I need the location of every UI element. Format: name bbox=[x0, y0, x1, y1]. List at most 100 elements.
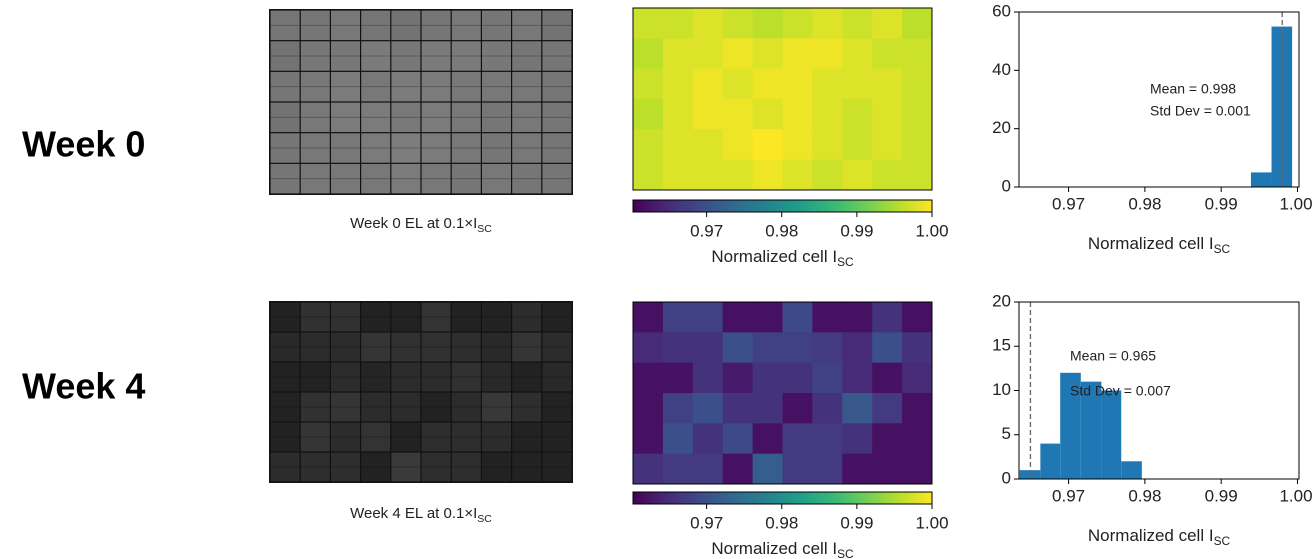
el-cell bbox=[270, 41, 300, 71]
el-cell bbox=[482, 163, 511, 194]
el-cell bbox=[512, 302, 542, 332]
el-cell bbox=[331, 362, 360, 392]
el-cell bbox=[451, 102, 481, 133]
heatmap-cell bbox=[633, 129, 664, 161]
el-cell bbox=[421, 422, 451, 452]
el-cell bbox=[391, 102, 421, 133]
heatmap-cell bbox=[633, 38, 664, 70]
heatmap-cell bbox=[782, 332, 813, 364]
heatmap-cell bbox=[902, 68, 933, 100]
heatmap-cell bbox=[782, 68, 813, 100]
el-caption-sub: SC bbox=[477, 513, 492, 525]
el-cell bbox=[391, 71, 421, 102]
el-cell bbox=[451, 163, 481, 194]
el-cell bbox=[300, 302, 330, 332]
el-cell bbox=[300, 422, 330, 452]
el-cell bbox=[391, 452, 421, 482]
el-cell bbox=[512, 332, 542, 362]
histogram-bar bbox=[1250, 172, 1272, 187]
colorbar-tick-label: 1.00 bbox=[915, 221, 948, 240]
heatmap-cell bbox=[842, 129, 873, 161]
heatmap-cell bbox=[902, 302, 933, 333]
el-caption-sub: SC bbox=[477, 223, 492, 235]
heatmap-cell bbox=[752, 393, 783, 424]
el-cell bbox=[482, 392, 511, 422]
heatmap-cell bbox=[662, 423, 694, 455]
el-cell bbox=[542, 362, 572, 392]
el-cell bbox=[542, 452, 572, 482]
el-cell bbox=[270, 71, 300, 102]
el-cell bbox=[512, 133, 542, 163]
el-cell bbox=[482, 102, 511, 133]
heatmap-cell bbox=[752, 99, 783, 130]
colorbar-tick-label: 0.98 bbox=[765, 513, 798, 532]
heatmap-cell bbox=[902, 38, 933, 70]
heatmap-cell bbox=[812, 423, 843, 455]
el-cell bbox=[421, 332, 451, 362]
el-cell bbox=[542, 422, 572, 452]
el-cell bbox=[361, 452, 391, 482]
heatmap-cell bbox=[692, 332, 724, 364]
heatmap-cell bbox=[633, 8, 664, 39]
y-tick-label: 60 bbox=[992, 1, 1011, 20]
heatmap-frame bbox=[632, 7, 933, 191]
annotation: Mean = 0.998 bbox=[1150, 81, 1236, 97]
el-cell bbox=[482, 422, 511, 452]
colorbar-tick-label: 0.98 bbox=[765, 221, 798, 240]
heatmap-cell bbox=[872, 393, 903, 424]
heatmap-cell bbox=[662, 332, 694, 364]
el-cell bbox=[512, 41, 542, 71]
x-tick-label: 0.99 bbox=[1205, 486, 1238, 505]
heatmap-cell bbox=[782, 129, 813, 161]
el-caption-main: Week 0 EL at 0.1×I bbox=[350, 215, 477, 232]
x-axis-label-main: Normalized cell I bbox=[1088, 234, 1214, 253]
el-cell bbox=[421, 102, 451, 133]
el-cell bbox=[482, 10, 511, 41]
annotation: Mean = 0.965 bbox=[1070, 348, 1156, 364]
heatmap-cell bbox=[902, 393, 933, 424]
el-cell bbox=[391, 392, 421, 422]
heatmap-cell bbox=[812, 129, 843, 161]
y-tick-label: 40 bbox=[992, 60, 1011, 79]
el-cell bbox=[331, 10, 360, 41]
heatmap-cell bbox=[633, 302, 664, 333]
el-cell bbox=[482, 302, 511, 332]
el-cell bbox=[482, 452, 511, 482]
heatmap-cell bbox=[662, 38, 694, 70]
el-cell bbox=[361, 392, 391, 422]
heatmap-cell bbox=[842, 38, 873, 70]
el-cell bbox=[421, 71, 451, 102]
y-tick-label: 10 bbox=[992, 380, 1011, 399]
heatmap-cell bbox=[872, 68, 903, 100]
el-cell bbox=[270, 163, 300, 194]
x-axis-label: Normalized cell ISC bbox=[1088, 526, 1231, 548]
heatmap-cell bbox=[842, 393, 873, 424]
heatmap-cell bbox=[872, 302, 903, 333]
heatmap-cell bbox=[752, 159, 783, 191]
heatmap-cell bbox=[662, 362, 694, 394]
el-cell bbox=[270, 392, 300, 422]
heatmap-cell bbox=[692, 8, 724, 39]
colorbar-tick-label: 0.99 bbox=[840, 513, 873, 532]
heatmap-cell bbox=[872, 332, 903, 364]
el-cell bbox=[270, 452, 300, 482]
el-cell bbox=[542, 10, 572, 41]
el-cell bbox=[451, 302, 481, 332]
el-cell bbox=[512, 102, 542, 133]
el-cell bbox=[451, 332, 481, 362]
el-cell bbox=[331, 163, 360, 194]
heatmap-cell bbox=[722, 302, 754, 333]
el-cell bbox=[421, 392, 451, 422]
heatmap-cell bbox=[633, 393, 664, 424]
heatmap-cell bbox=[722, 68, 754, 100]
heatmap-cell bbox=[752, 362, 783, 394]
x-tick-label: 0.98 bbox=[1128, 194, 1161, 213]
colorbar-label-sub: SC bbox=[837, 255, 854, 269]
el-cell bbox=[331, 302, 360, 332]
colorbar bbox=[632, 199, 933, 213]
el-cell bbox=[331, 133, 360, 163]
heatmap-cell bbox=[782, 159, 813, 191]
heatmap-cell bbox=[722, 159, 754, 191]
colorbar-tick-label: 0.97 bbox=[690, 221, 723, 240]
heatmap-cell bbox=[722, 393, 754, 424]
